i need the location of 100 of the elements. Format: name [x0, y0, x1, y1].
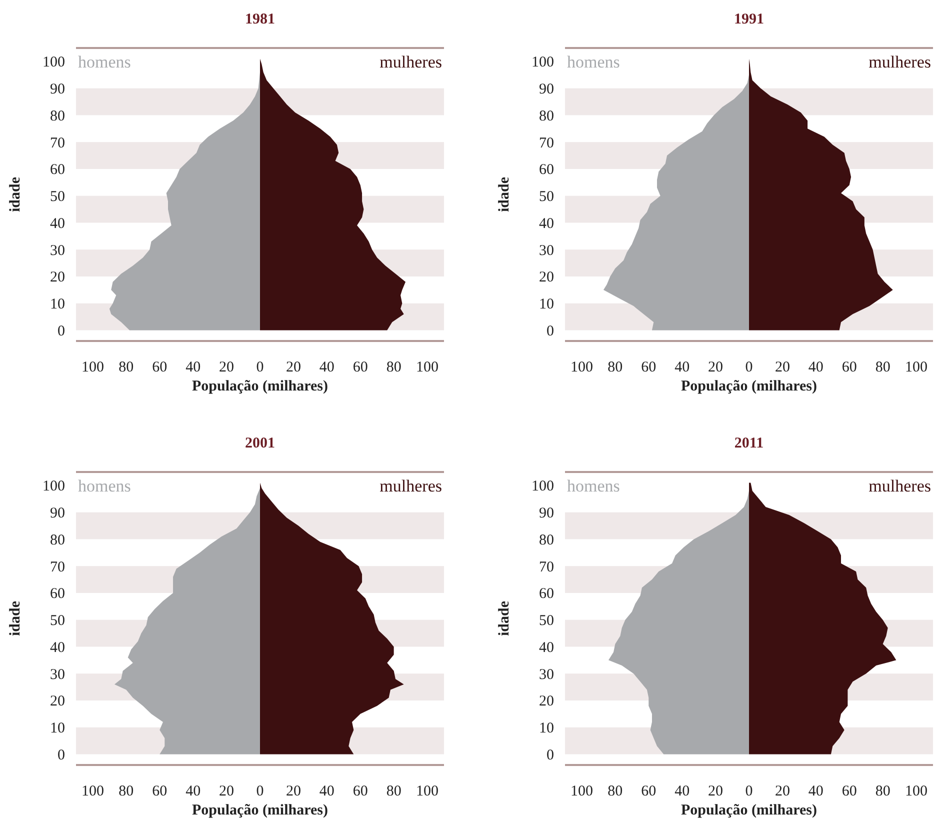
- x-tick-label: 0: [256, 359, 264, 376]
- y-axis-title: idade: [7, 600, 24, 636]
- text: homens: [78, 52, 131, 72]
- x-tick-label: 60: [842, 359, 857, 376]
- x-tick-label: 40: [186, 359, 201, 376]
- x-tick-label: 20: [286, 359, 301, 376]
- x-axis-title: População (milhares): [192, 802, 328, 818]
- chart-title: 2011: [734, 435, 764, 452]
- x-tick-label: 40: [808, 783, 824, 800]
- x-tick-label: 20: [708, 359, 724, 376]
- text: mulheres: [380, 52, 442, 72]
- x-tick-label: 80: [386, 783, 402, 800]
- y-tick-label: 90: [50, 82, 65, 98]
- y-tick-label: 20: [50, 694, 65, 710]
- y-tick-label: 100: [42, 478, 65, 495]
- x-tick-label: 100: [905, 783, 928, 800]
- y-tick-label: 100: [532, 54, 554, 71]
- y-tick-label: 0: [58, 324, 65, 340]
- x-tick-label: 80: [386, 359, 402, 376]
- y-tick-label: 70: [50, 135, 65, 152]
- x-tick-label: 80: [608, 359, 623, 376]
- chart-title: 2001: [245, 435, 275, 452]
- x-tick-label: 40: [808, 359, 824, 376]
- x-tick-label: 0: [745, 783, 753, 800]
- y-tick-label: 10: [50, 720, 65, 737]
- x-tick-label: 0: [256, 783, 264, 800]
- y-tick-label: 10: [539, 296, 554, 313]
- y-tick-label: 30: [50, 666, 65, 683]
- y-tick-label: 20: [539, 694, 554, 710]
- y-tick-label: 30: [50, 242, 65, 259]
- y-tick-label: 60: [539, 162, 554, 178]
- x-tick-label: 0: [745, 359, 753, 376]
- x-tick-label: 80: [875, 783, 890, 800]
- x-tick-label: 60: [352, 359, 368, 376]
- y-tick-label: 30: [539, 242, 554, 259]
- x-tick-label: 60: [352, 783, 368, 800]
- x-tick-label: 100: [416, 783, 439, 800]
- text: mulheres: [868, 476, 931, 496]
- x-tick-label: 100: [416, 359, 439, 376]
- x-axis-title: População (milhares): [192, 378, 328, 394]
- y-axis-title: idade: [496, 176, 512, 212]
- x-tick-label: 100: [905, 359, 928, 376]
- text: mulheres: [380, 476, 442, 496]
- y-tick-label: 40: [50, 216, 65, 232]
- x-axis-title: População (milhares): [681, 802, 817, 818]
- x-tick-label: 20: [219, 359, 234, 376]
- y-tick-label: 10: [50, 296, 65, 313]
- chart-title: 1991: [734, 11, 764, 28]
- y-tick-label: 50: [50, 613, 65, 630]
- x-tick-label: 100: [81, 783, 104, 800]
- x-tick-label: 20: [774, 359, 790, 376]
- y-tick-label: 40: [50, 640, 65, 656]
- x-tick-label: 40: [674, 783, 690, 800]
- y-axis-title: idade: [496, 600, 512, 636]
- y-tick-label: 90: [50, 506, 65, 522]
- y-tick-label: 40: [539, 216, 554, 232]
- y-axis-title: idade: [7, 176, 24, 212]
- y-tick-label: 0: [546, 748, 554, 764]
- y-tick-label: 0: [58, 748, 65, 764]
- text: mulheres: [868, 52, 931, 72]
- y-tick-label: 50: [539, 613, 554, 630]
- x-axis-title: População (milhares): [681, 378, 817, 394]
- x-tick-label: 40: [319, 359, 334, 376]
- y-tick-label: 90: [539, 82, 554, 98]
- x-tick-label: 60: [641, 359, 656, 376]
- text: homens: [567, 52, 620, 72]
- y-tick-label: 70: [50, 559, 65, 576]
- x-tick-label: 60: [152, 359, 168, 376]
- text: homens: [567, 476, 620, 496]
- y-tick-label: 30: [539, 666, 554, 683]
- x-tick-label: 20: [774, 783, 790, 800]
- y-tick-label: 90: [539, 506, 554, 522]
- y-tick-label: 60: [50, 162, 65, 178]
- x-tick-label: 80: [118, 783, 134, 800]
- y-tick-label: 50: [539, 189, 554, 206]
- x-tick-label: 100: [570, 783, 593, 800]
- y-tick-label: 10: [539, 720, 554, 737]
- y-tick-label: 20: [539, 270, 554, 286]
- y-tick-label: 50: [50, 189, 65, 206]
- y-tick-label: 80: [539, 108, 554, 124]
- x-tick-label: 80: [118, 359, 134, 376]
- x-tick-label: 80: [875, 359, 890, 376]
- x-tick-label: 20: [708, 783, 724, 800]
- chart-title: 1981: [245, 11, 275, 28]
- y-tick-label: 70: [539, 135, 554, 152]
- x-tick-label: 100: [81, 359, 104, 376]
- x-tick-label: 60: [641, 783, 656, 800]
- y-tick-label: 60: [539, 586, 554, 602]
- x-tick-label: 20: [286, 783, 301, 800]
- y-tick-label: 80: [539, 532, 554, 548]
- x-tick-label: 40: [674, 359, 690, 376]
- x-tick-label: 80: [608, 783, 623, 800]
- y-tick-label: 40: [539, 640, 554, 656]
- x-tick-label: 40: [319, 783, 334, 800]
- x-tick-label: 20: [219, 783, 234, 800]
- y-tick-label: 100: [42, 54, 65, 71]
- y-tick-label: 60: [50, 586, 65, 602]
- y-tick-label: 20: [50, 270, 65, 286]
- y-tick-label: 70: [539, 559, 554, 576]
- y-tick-label: 100: [532, 478, 554, 495]
